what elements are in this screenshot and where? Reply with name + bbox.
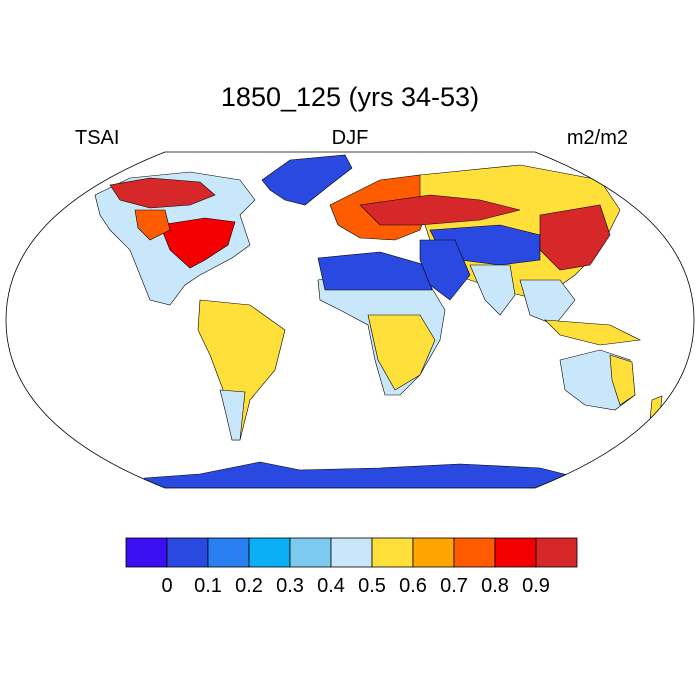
- colorbar-box: [371, 537, 414, 568]
- central-africa-region: [367, 314, 436, 391]
- north-america-east-high: [159, 217, 236, 269]
- east-asia-high: [539, 204, 611, 271]
- colorbar-tick-label: 0.4: [317, 575, 345, 597]
- colorbar-tick-label: 0.2: [235, 575, 263, 597]
- south-america-south: [219, 389, 246, 441]
- middle-east-region: [419, 239, 471, 301]
- colorbar-box: [248, 537, 291, 568]
- units-label: m2/m2: [566, 127, 628, 149]
- colorbar-box: [412, 537, 455, 568]
- continents: [94, 154, 663, 488]
- colorbar-tick-label: 0.1: [194, 575, 222, 597]
- canada-high: [109, 177, 216, 209]
- colorbar-tick-label: 0.3: [276, 575, 304, 597]
- colorbar-tick-label: 0.7: [440, 575, 468, 597]
- colorbar-box: [125, 537, 168, 568]
- colorbar-box: [494, 537, 537, 568]
- colorbar-tick-label: 0.9: [522, 575, 550, 597]
- colorbar-tick-label: 0.6: [399, 575, 427, 597]
- colorbar-tick-label: 0.8: [481, 575, 509, 597]
- na-west-orange: [134, 209, 171, 241]
- indonesia-region: [544, 319, 642, 346]
- greenland-region: [261, 154, 353, 206]
- colorbar: [125, 537, 578, 568]
- map-outline: [5, 151, 695, 489]
- colorbar-box: [289, 537, 332, 568]
- colorbar-box: [330, 537, 373, 568]
- russia-high: [359, 194, 521, 226]
- colorbar-tick-label: 0: [161, 575, 173, 597]
- australia-east: [609, 354, 636, 406]
- colorbar-tick-label: 0.5: [358, 575, 386, 597]
- colorbar-box: [166, 537, 209, 568]
- colorbar-box: [207, 537, 250, 568]
- sahara-region: [317, 251, 433, 291]
- colorbar-box: [453, 537, 496, 568]
- variable-label: TSAI: [75, 127, 120, 149]
- plot-title: 1850_125 (yrs 34-53): [220, 82, 480, 112]
- colorbar-box: [535, 537, 578, 568]
- india-region: [469, 264, 516, 316]
- antarctica-region: [119, 461, 601, 488]
- season-label: DJF: [331, 127, 369, 149]
- southeast-asia-region: [519, 279, 576, 326]
